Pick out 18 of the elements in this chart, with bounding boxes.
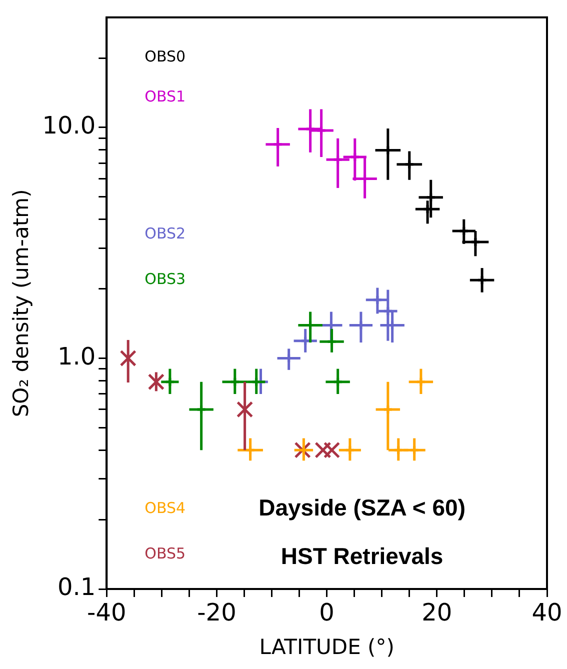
annotation: HST Retrievals xyxy=(280,542,444,569)
y-tick-label: 10.0 xyxy=(42,112,96,140)
text: OBS1 xyxy=(144,87,186,106)
y-tick-label: 1.0 xyxy=(57,342,96,370)
x-tick-label: 40 xyxy=(532,598,562,627)
text: OBS3 xyxy=(144,270,186,288)
text: OBS0 xyxy=(144,47,186,66)
x-tick-label: -40 xyxy=(87,598,126,627)
x-axis-title: LATITUDE (°) xyxy=(259,634,394,659)
text: OBS5 xyxy=(144,544,186,563)
x-tick-label: -20 xyxy=(197,598,236,627)
x-tick-label: 0 xyxy=(319,598,334,627)
y-axis-title: SO₂ density (um-atm) xyxy=(9,189,34,418)
x-tick-label: 20 xyxy=(422,598,452,627)
annotation: Dayside (SZA < 60) xyxy=(258,494,466,520)
text: OBS4 xyxy=(144,498,186,517)
y-tick-label: 0.1 xyxy=(57,573,96,602)
text: OBS2 xyxy=(144,224,186,242)
